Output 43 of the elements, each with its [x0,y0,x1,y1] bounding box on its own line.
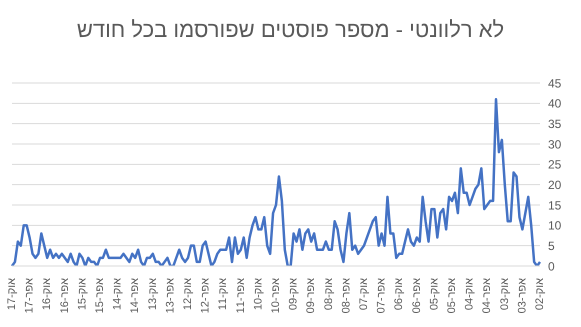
x-tick-label: אוק-12 [182,278,194,310]
x-tick-label: אפר-13 [164,278,176,314]
x-tick-label: אוק-09 [288,278,300,310]
y-tick-label: 25 [548,158,562,172]
x-tick-label: אוק-15 [76,278,88,310]
x-tick-label: אפר-15 [94,278,106,314]
x-tick-label: אפר-16 [58,278,71,314]
line-series [10,98,542,266]
x-tick-label: אוק-03 [498,278,511,310]
x-tick-label: אפר-06 [410,278,423,314]
y-tick-label: 15 [548,198,562,212]
x-tick-label: אפר-12 [200,278,212,314]
x-tick-label: אוק-10 [252,278,264,310]
x-tick-label: אפר-05 [446,278,458,314]
y-tick-label: 40 [548,96,562,111]
x-tick-label: אוק-11 [217,278,230,310]
y-tick-label: 35 [548,116,562,131]
x-tick-label: אוק-17 [6,278,18,310]
x-tick-label: אוק-06 [393,278,406,310]
x-tick-label: אפר-07 [376,278,388,314]
x-tick-label: אוק-02 [534,278,546,310]
x-tick-label: אפר-03 [516,278,528,314]
x-tick-label: אפר-04 [481,278,494,314]
x-tick-label: אפר-17 [24,278,36,314]
x-tick-label: אוק-16 [41,278,54,310]
y-tick-label: 10 [548,218,562,233]
x-tick-label: אוק-08 [322,278,335,310]
x-tick-label: אוק-07 [358,278,370,310]
chart-title: לא רלוונטי - מספר פוסטים שפורסמו בכל חודש [76,16,506,44]
x-tick-label: אפר-14 [129,278,142,314]
x-tick-label: אפר-08 [340,278,352,314]
x-tick-label: אוק-13 [146,278,159,310]
x-tick-label: אוק-04 [464,278,476,310]
x-tick-label: אפר-11 [234,278,247,314]
y-tick-label: 45 [548,76,562,90]
x-tick-label: אפר-09 [305,278,318,314]
y-tick-label: 20 [548,178,562,192]
y-tick-label: 30 [548,137,562,152]
y-tick-label: 5 [548,238,555,253]
x-tick-label: אוק-14 [112,278,124,310]
x-tick-label: אוק-05 [428,278,440,310]
x-tick-label: אפר-10 [270,278,282,314]
y-tick-label: 0 [548,259,555,274]
